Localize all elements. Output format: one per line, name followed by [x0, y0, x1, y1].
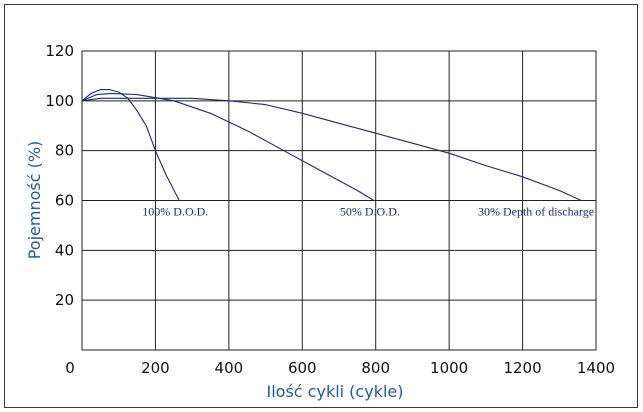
x-tick-label: 600	[288, 359, 317, 377]
y-tick-label: 40	[55, 241, 74, 259]
series-label-3: 30% Depth of discharge	[478, 205, 594, 219]
x-tick-label: 0	[65, 359, 75, 377]
series-line-3	[81, 97, 582, 202]
y-tick-label: 60	[55, 192, 74, 210]
series-label-2: 50% D.O.D.	[340, 205, 400, 219]
y-axis-title: Pojemność (%)	[25, 141, 44, 260]
series-line-2	[81, 92, 375, 201]
y-tick-label: 20	[55, 291, 74, 309]
y-tick-label: 80	[55, 142, 74, 160]
x-tick-label: 400	[215, 359, 244, 377]
x-tick-label: 200	[141, 359, 170, 377]
x-tick-label: 1200	[503, 359, 541, 377]
x-tick-label: 800	[361, 359, 390, 377]
y-tick-label: 120	[45, 42, 74, 60]
series-line-1	[81, 89, 180, 201]
x-tick-label: 1400	[577, 359, 615, 377]
x-axis-title: Ilość cykli (cykle)	[267, 382, 404, 401]
chart-frame	[4, 4, 638, 408]
series-label-1: 100% D.O.D.	[142, 205, 208, 219]
x-tick-label: 1000	[430, 359, 468, 377]
y-tick-label: 100	[45, 92, 74, 110]
